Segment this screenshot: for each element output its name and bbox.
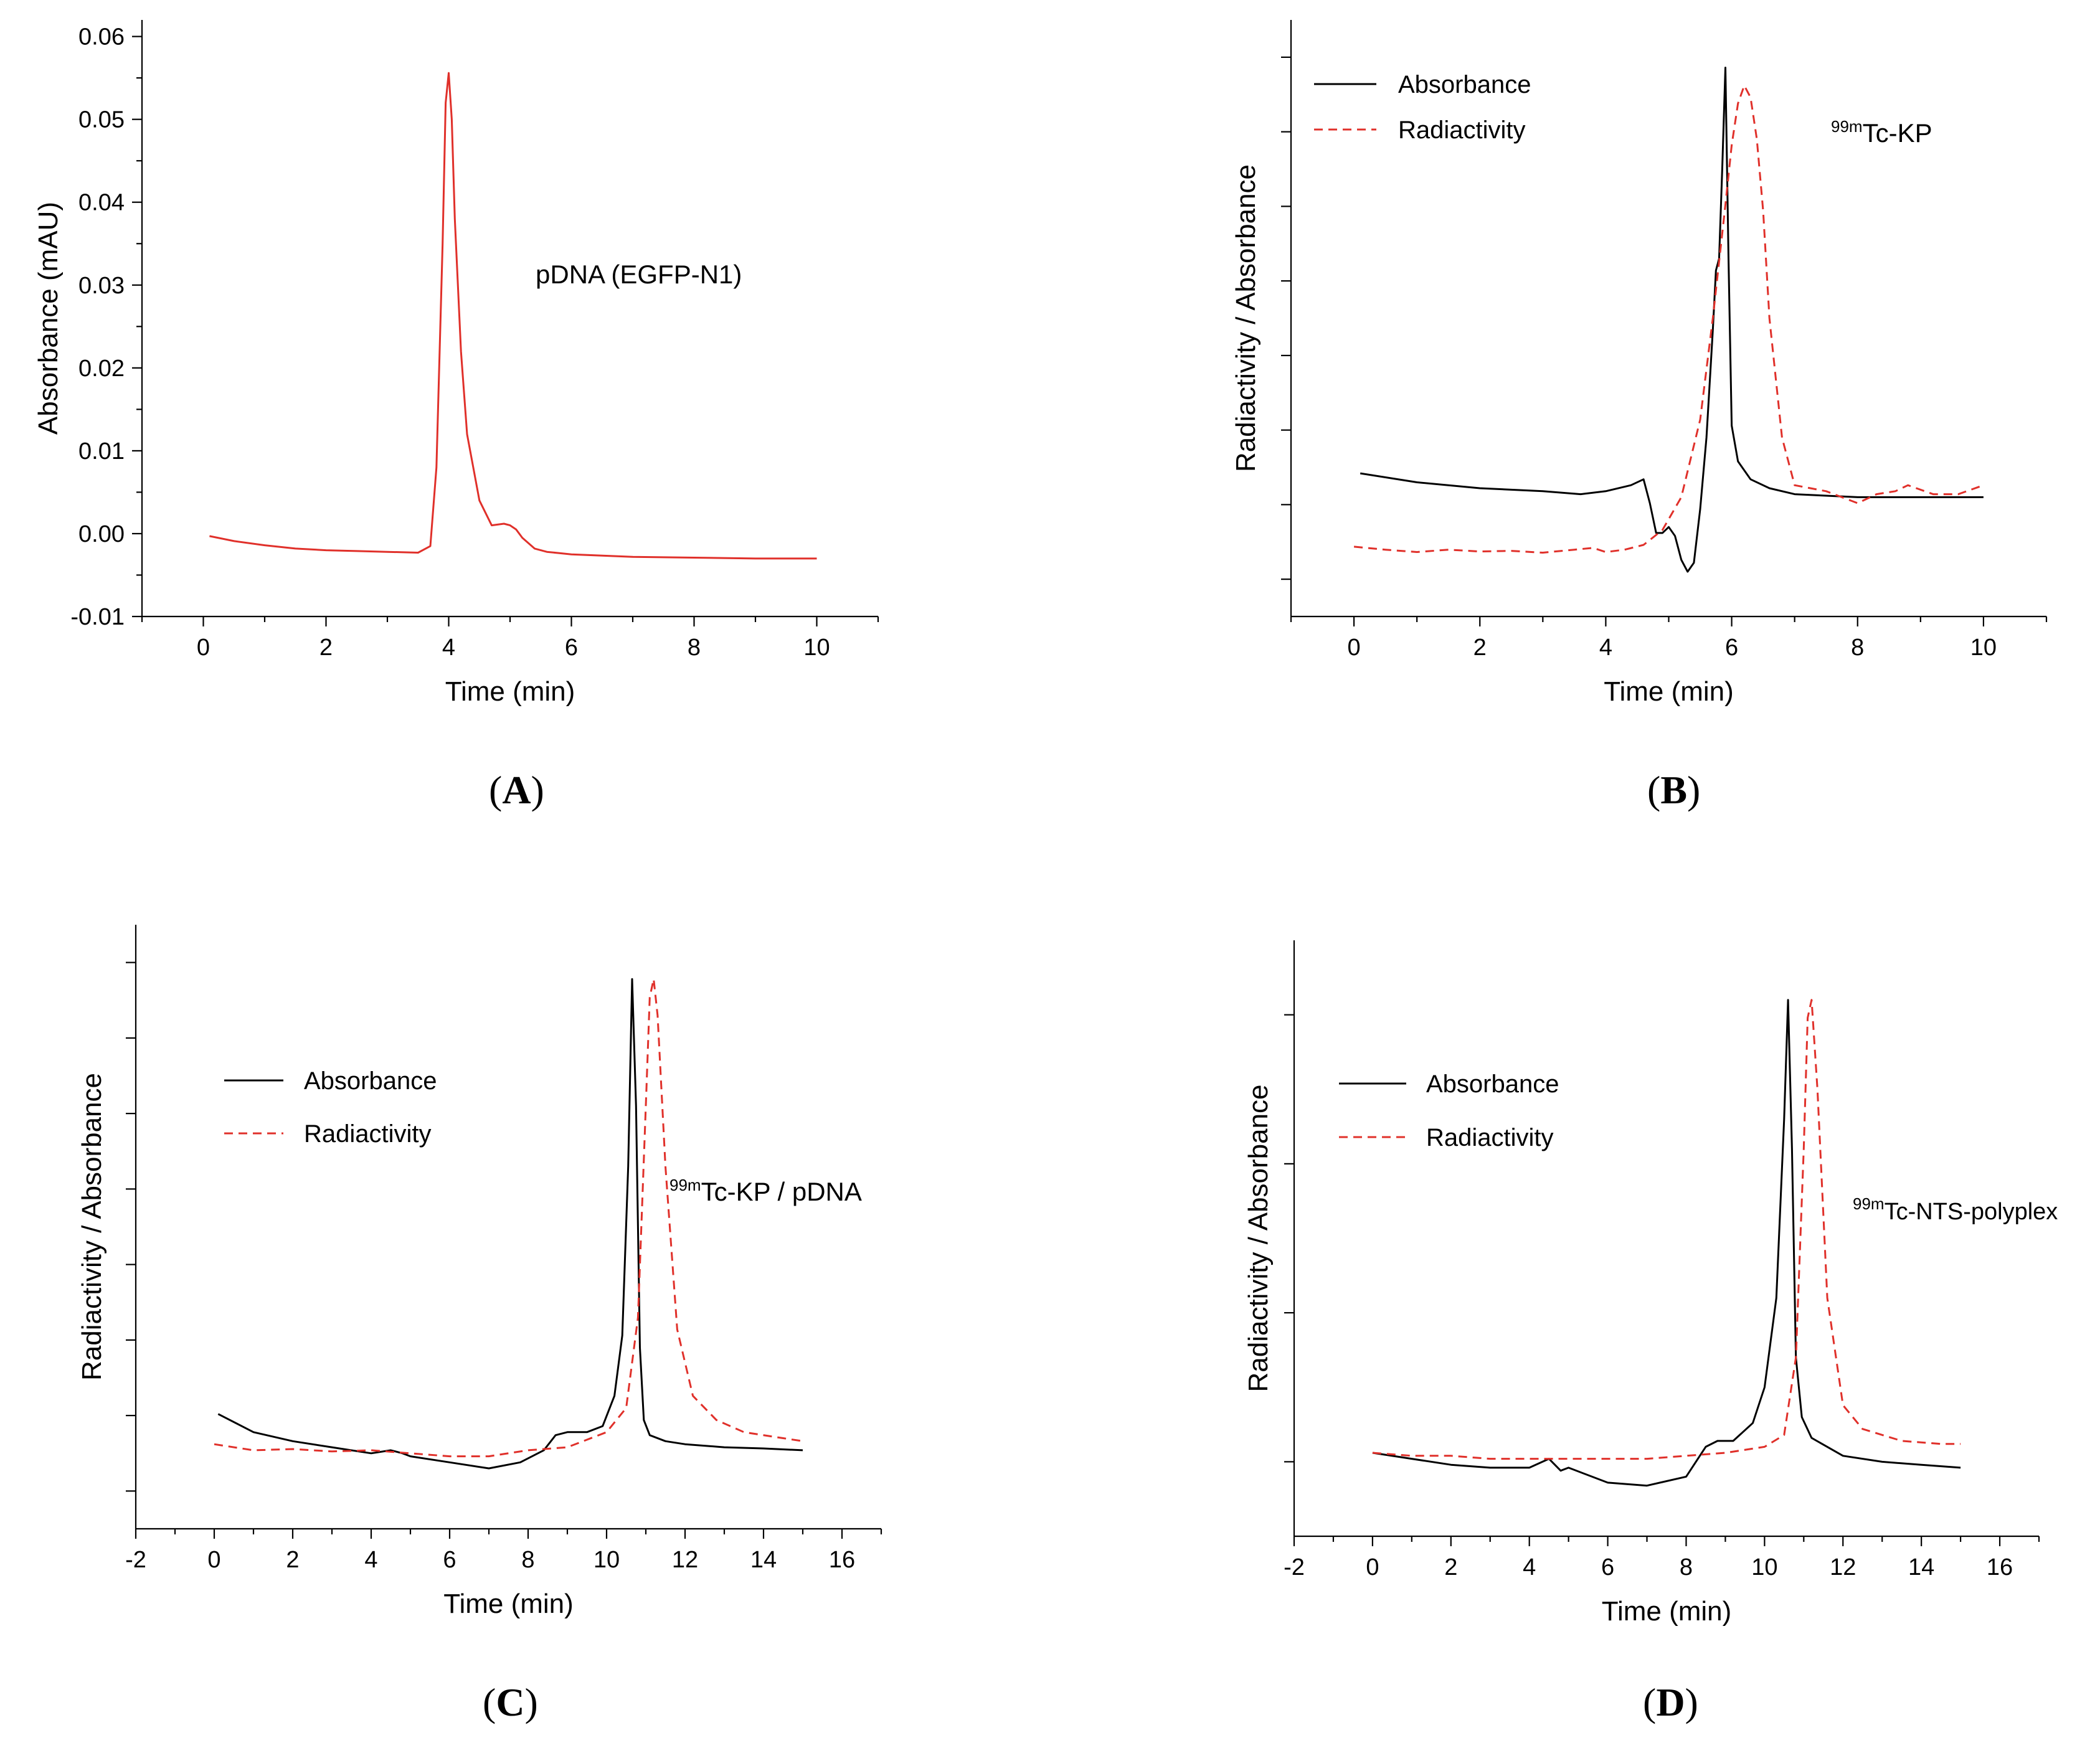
- panel-label: (C): [483, 1680, 538, 1724]
- annotation-main: Tc-KP: [1863, 118, 1932, 148]
- panel-label-close: ): [1685, 1680, 1698, 1724]
- x-tick-label: 8: [1680, 1554, 1693, 1580]
- x-tick-label: 10: [803, 635, 830, 661]
- panel-label-open: (: [489, 768, 502, 812]
- x-tick-label: 8: [1851, 635, 1864, 661]
- x-tick-label: 10: [1970, 635, 1997, 661]
- panel-label: (D): [1643, 1680, 1698, 1724]
- x-tick-label: 10: [594, 1547, 620, 1573]
- chart-annotation: 99mTc-KP / pDNA: [669, 1176, 862, 1206]
- chart-panel-c: -2 0 2 4 6 8 10 12 14 16 Time (min) Radiactivity / …: [77, 925, 882, 1724]
- panel-label-close: ): [1687, 768, 1700, 812]
- chart-annotation: pDNA (EGFP-N1): [536, 260, 742, 289]
- panel-label-open: (: [1643, 1680, 1656, 1724]
- x-tick-label: 2: [286, 1547, 299, 1573]
- panel-label: (B): [1647, 768, 1700, 812]
- panel-label-letter: A: [502, 768, 531, 812]
- x-axis-title: Time (min): [445, 676, 575, 707]
- panel-label-open: (: [1647, 768, 1660, 812]
- x-tick-label: 0: [207, 1547, 220, 1573]
- legend-label-absorbance: Absorbance: [1426, 1070, 1559, 1098]
- panel-label-letter: C: [496, 1680, 524, 1724]
- x-axis-title: Time (min): [443, 1589, 574, 1619]
- panel-label-open: (: [483, 1680, 496, 1724]
- legend-label-radiactivity: Radiactivity: [304, 1120, 432, 1148]
- x-axis-title: Time (min): [1602, 1596, 1732, 1627]
- x-tick-label: 14: [750, 1547, 777, 1573]
- x-tick-label: -2: [125, 1547, 146, 1573]
- chart-panel-d: -2 0 2 4 6 8 10 12 14 16 Time (min) Radiactivity / …: [1243, 940, 2058, 1724]
- legend-label-radiactivity: Radiactivity: [1426, 1124, 1554, 1151]
- x-tick-label: 0: [1348, 635, 1361, 661]
- annotation-superscript: 99m: [1853, 1194, 1885, 1213]
- x-axis-title: Time (min): [1604, 676, 1734, 707]
- x-tick-label: 12: [1830, 1554, 1856, 1580]
- x-tick-label: -2: [1284, 1554, 1305, 1580]
- x-tick-label: 16: [829, 1547, 855, 1573]
- x-tick-label: 16: [1987, 1554, 2013, 1580]
- x-tick-label: 0: [197, 635, 210, 661]
- x-tick-label: 2: [1444, 1554, 1457, 1580]
- x-tick-label: 2: [319, 635, 333, 661]
- chart-panel-b: 0 2 4 6 8 10 Time (min) Radiactivity / Absorban…: [1231, 20, 2048, 812]
- annotation-main: Tc-KP / pDNA: [701, 1177, 862, 1206]
- x-tick-label: 4: [442, 635, 455, 661]
- panel-label-letter: D: [1656, 1680, 1685, 1724]
- y-tick-label: 0.03: [78, 273, 125, 299]
- x-tick-label: 6: [565, 635, 578, 661]
- series-line-absorbance: [217, 978, 803, 1470]
- x-tick-label: 10: [1751, 1554, 1777, 1580]
- x-tick-label: 6: [1601, 1554, 1614, 1580]
- series-line-radiactivity: [1353, 84, 1984, 554]
- series-line-absorbance: [1360, 67, 1984, 573]
- x-tick-label: 4: [1599, 635, 1612, 661]
- chart-annotation: 99mTc-KP: [1831, 117, 1932, 148]
- y-tick-label: 0.01: [78, 438, 125, 465]
- y-axis-title: Absorbance (mAU): [33, 202, 64, 435]
- y-axis-title: Radiactivity / Absorbance: [1231, 164, 1261, 472]
- annotation-main: Tc-NTS-polyplex: [1885, 1199, 2058, 1225]
- y-tick-label: 0.02: [78, 356, 125, 382]
- panel-label-close: ): [525, 1680, 538, 1724]
- legend: Absorbance Radiactivity: [1314, 71, 1531, 144]
- x-tick-label: 8: [688, 635, 701, 661]
- y-axis-title: Radiactivity / Absorbance: [77, 1073, 107, 1381]
- legend-label-radiactivity: Radiactivity: [1398, 116, 1526, 144]
- series-line-absorbance: [209, 72, 817, 560]
- x-tick-label: 8: [521, 1547, 534, 1573]
- x-tick-label: 2: [1473, 635, 1487, 661]
- panel-label: (A): [489, 768, 544, 812]
- x-tick-label: 14: [1908, 1554, 1934, 1580]
- panel-label-letter: B: [1660, 768, 1687, 812]
- legend-label-absorbance: Absorbance: [1398, 71, 1531, 98]
- chart-annotation: 99mTc-NTS-polyplex: [1853, 1194, 2058, 1225]
- annotation-superscript: 99m: [669, 1176, 701, 1194]
- y-tick-label: 0.05: [78, 107, 125, 133]
- legend: Absorbance Radiactivity: [224, 1067, 437, 1148]
- series-line-absorbance: [1372, 999, 1961, 1487]
- x-tick-label: 12: [672, 1547, 698, 1573]
- x-tick-label: 6: [443, 1547, 456, 1573]
- series-line-radiactivity: [1372, 999, 1961, 1460]
- y-tick-label: -0.01: [70, 604, 125, 630]
- y-tick-label: 0.00: [78, 521, 125, 547]
- legend-label-absorbance: Absorbance: [304, 1067, 437, 1095]
- y-tick-label: 0.06: [78, 24, 125, 50]
- x-tick-label: 4: [364, 1547, 377, 1573]
- x-tick-label: 6: [1725, 635, 1738, 661]
- panel-label-close: ): [531, 768, 544, 812]
- legend: Absorbance Radiactivity: [1339, 1070, 1559, 1151]
- x-tick-label: 0: [1366, 1554, 1379, 1580]
- y-tick-label: 0.04: [78, 190, 125, 216]
- y-axis-title: Radiactivity / Absorbance: [1243, 1084, 1274, 1392]
- series-line-radiactivity: [214, 978, 803, 1458]
- chart-panel-a: 0 2 4 6 8 10 -0.01 0.00 0.01 0.02 0.03 0.04 0.05 0.06…: [33, 20, 879, 812]
- annotation-superscript: 99m: [1831, 117, 1863, 136]
- x-tick-label: 4: [1523, 1554, 1536, 1580]
